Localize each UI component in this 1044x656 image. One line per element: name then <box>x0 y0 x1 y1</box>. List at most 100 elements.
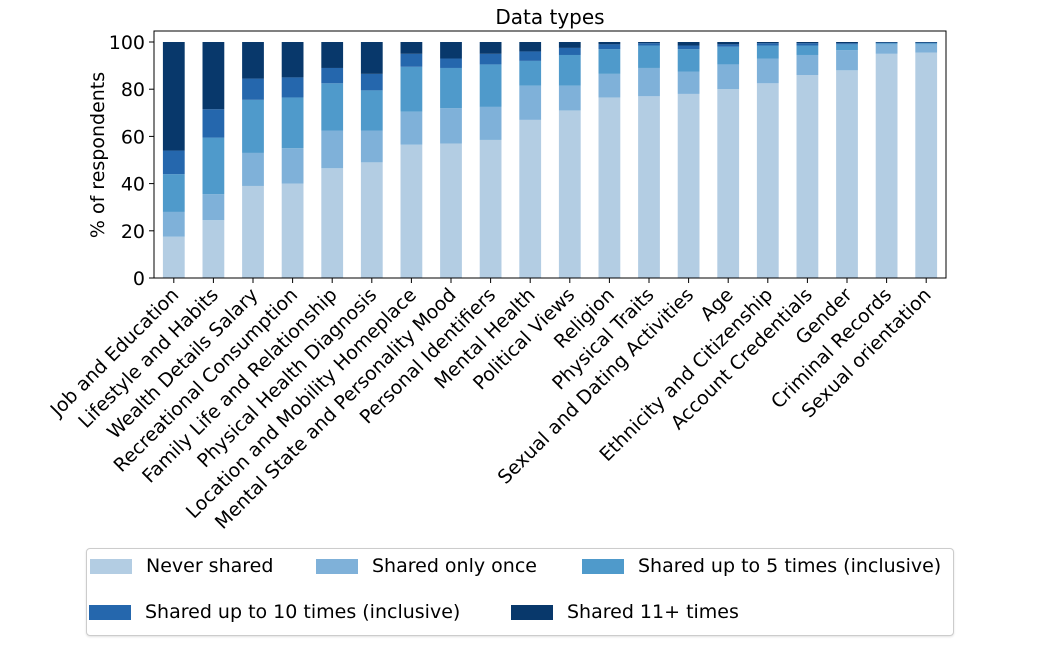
legend-item-3: Shared up to 5 times (inclusive) <box>582 554 941 578</box>
bar-segment-1-20 <box>915 52 938 279</box>
bar-segment-3-16 <box>756 45 779 59</box>
bar-segment-5-17 <box>796 42 819 44</box>
bar-segment-2-17 <box>796 54 819 76</box>
bar-segment-1-12 <box>598 97 621 279</box>
bar-segment-2-2 <box>202 194 225 221</box>
bar-segment-5-9 <box>479 42 502 54</box>
bar-segment-5-6 <box>360 42 383 74</box>
bar-segment-3-12 <box>598 49 621 74</box>
bar-segment-2-12 <box>598 73 621 98</box>
bar-segment-4-9 <box>479 53 502 65</box>
legend-label: Shared only once <box>372 555 537 577</box>
bar-segment-1-11 <box>558 110 581 278</box>
bars-layer <box>162 42 938 279</box>
bar-segment-1-15 <box>717 89 740 278</box>
bar-segment-3-3 <box>242 99 264 153</box>
bar-segment-4-20 <box>915 42 938 44</box>
bar-segment-2-16 <box>756 58 779 84</box>
bar-segment-3-15 <box>717 46 740 65</box>
bar-segment-3-11 <box>558 54 581 86</box>
bar-segment-1-17 <box>796 75 819 278</box>
bar-segment-3-1 <box>162 174 185 212</box>
bar-segment-2-18 <box>836 50 858 71</box>
bar-segment-4-18 <box>836 43 858 45</box>
bar-segment-1-18 <box>836 70 858 278</box>
bar-segment-2-10 <box>519 85 542 120</box>
bar-segment-3-2 <box>202 137 225 195</box>
bar-segment-1-9 <box>479 139 502 278</box>
bar-segment-2-3 <box>242 152 264 186</box>
bar-segment-3-19 <box>875 43 898 45</box>
bar-segment-5-13 <box>638 42 660 44</box>
bar-segment-5-2 <box>202 42 225 110</box>
bar-segment-4-12 <box>598 44 621 50</box>
bar-segment-4-14 <box>677 45 700 50</box>
legend-item-2: Shared only once <box>316 554 537 578</box>
bar-segment-5-16 <box>756 42 779 44</box>
bar-segment-4-17 <box>796 43 819 46</box>
bar-segment-4-8 <box>440 58 462 68</box>
y-tick-label: 40 <box>121 174 145 196</box>
legend-swatch <box>89 604 131 620</box>
bar-segment-4-3 <box>242 78 264 100</box>
y-tick-label: 60 <box>121 126 145 148</box>
bar-segment-3-4 <box>281 97 304 149</box>
bar-segment-2-7 <box>400 111 423 145</box>
legend-swatch <box>511 604 553 620</box>
bar-segment-2-20 <box>915 44 938 53</box>
bar-segment-5-14 <box>677 42 700 46</box>
bar-segment-3-18 <box>836 44 858 51</box>
bar-segment-5-5 <box>321 42 344 68</box>
bar-segment-4-15 <box>717 44 740 47</box>
bar-segment-3-7 <box>400 66 423 112</box>
bar-segment-1-13 <box>638 96 660 278</box>
bar-segment-2-6 <box>360 130 383 163</box>
plot-frame <box>153 30 947 279</box>
bar-segment-4-19 <box>875 42 898 44</box>
bar-segment-5-12 <box>598 42 621 45</box>
bar-segment-1-19 <box>875 53 898 278</box>
bar-segment-5-11 <box>558 42 581 48</box>
bar-segment-5-10 <box>519 42 542 52</box>
bar-segment-5-4 <box>281 42 304 78</box>
bar-segment-4-4 <box>281 77 304 98</box>
bar-segment-4-6 <box>360 73 383 91</box>
legend-label: Shared up to 10 times (inclusive) <box>145 601 461 623</box>
bar-segment-3-17 <box>796 45 819 55</box>
bar-segment-2-14 <box>677 71 700 94</box>
bar-segment-1-16 <box>756 83 779 278</box>
bar-segment-3-6 <box>360 90 383 131</box>
legend-swatch <box>90 558 132 574</box>
bar-segment-3-13 <box>638 45 660 68</box>
bar-segment-1-14 <box>677 93 700 278</box>
bar-segment-2-4 <box>281 148 304 184</box>
legend-label: Shared up to 5 times (inclusive) <box>638 555 942 577</box>
bar-segment-1-8 <box>440 143 462 278</box>
bar-segment-2-8 <box>440 108 462 144</box>
legend-swatch <box>582 558 624 574</box>
bar-segment-1-6 <box>360 162 383 278</box>
bar-segment-5-7 <box>400 42 423 54</box>
y-tick-label: 0 <box>133 268 145 290</box>
bar-segment-2-9 <box>479 106 502 140</box>
bar-segment-1-10 <box>519 119 542 278</box>
bar-segment-2-1 <box>162 211 185 237</box>
y-axis-label: % of respondents <box>87 72 109 238</box>
bar-segment-4-7 <box>400 53 423 67</box>
bar-segment-4-2 <box>202 109 225 138</box>
bar-segment-5-1 <box>162 42 185 151</box>
bar-segment-3-8 <box>440 67 462 109</box>
bar-segment-5-19 <box>875 42 898 43</box>
bar-segment-2-13 <box>638 67 660 97</box>
bar-segment-2-5 <box>321 130 344 169</box>
bar-segment-4-5 <box>321 67 344 84</box>
y-tick-label: 80 <box>121 79 145 101</box>
legend-item-4: Shared up to 10 times (inclusive) <box>89 600 460 624</box>
bar-segment-1-2 <box>202 220 225 278</box>
bar-segment-2-15 <box>717 64 740 90</box>
legend-item-1: Never shared <box>90 554 273 578</box>
chart-legend: Never shared Shared only once Shared up to… <box>86 548 954 636</box>
bar-segment-2-11 <box>558 85 581 111</box>
bar-segment-4-16 <box>756 43 779 46</box>
